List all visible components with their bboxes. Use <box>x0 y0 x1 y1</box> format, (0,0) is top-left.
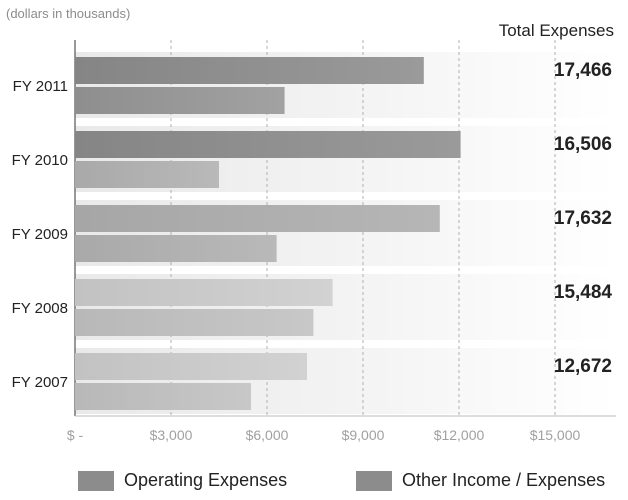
category-label: FY 2008 <box>12 300 68 317</box>
x-tick-label: $3,000 <box>150 427 193 443</box>
bar-operating-expenses <box>75 57 424 84</box>
bar-other-income-expenses <box>75 161 219 188</box>
x-tick-label: $ - <box>67 427 84 443</box>
bar-other-income-expenses <box>75 87 285 114</box>
units-note: (dollars in thousands) <box>6 6 131 21</box>
bar-operating-expenses <box>75 353 307 380</box>
legend-swatch-other <box>356 470 392 491</box>
category-label: FY 2009 <box>12 226 68 243</box>
x-tick-label: $12,000 <box>434 427 485 443</box>
total-expenses-header: Total Expenses <box>498 21 614 40</box>
total-value: 15,484 <box>554 282 613 303</box>
bar-operating-expenses <box>75 205 440 232</box>
legend-swatch-operating <box>78 470 114 491</box>
total-value: 17,466 <box>554 60 612 81</box>
total-value: 16,506 <box>554 134 612 155</box>
x-tick-label: $9,000 <box>342 427 385 443</box>
legend-item-operating: Operating Expenses <box>78 470 287 491</box>
bar-other-income-expenses <box>75 383 251 410</box>
bar-other-income-expenses <box>75 309 314 336</box>
legend: Operating Expenses Other Income / Expens… <box>0 470 628 500</box>
bar-operating-expenses <box>75 279 333 306</box>
x-tick-label: $6,000 <box>246 427 289 443</box>
category-label: FY 2011 <box>13 78 68 95</box>
bar-operating-expenses <box>75 131 461 158</box>
legend-label-other: Other Income / Expenses <box>402 470 606 490</box>
legend-label-operating: Operating Expenses <box>124 470 288 490</box>
bar-other-income-expenses <box>75 235 277 262</box>
x-tick-label: $15,000 <box>530 427 581 443</box>
total-value: 12,672 <box>554 356 612 377</box>
legend-item-other: Other Income / Expenses <box>356 470 605 491</box>
category-label: FY 2010 <box>12 152 68 169</box>
category-label: FY 2007 <box>12 374 68 391</box>
total-value: 17,632 <box>554 208 612 229</box>
bar-chart: FY 2011 17,466 FY 2010 16,506 FY 2009 17,632 F… <box>12 40 616 443</box>
